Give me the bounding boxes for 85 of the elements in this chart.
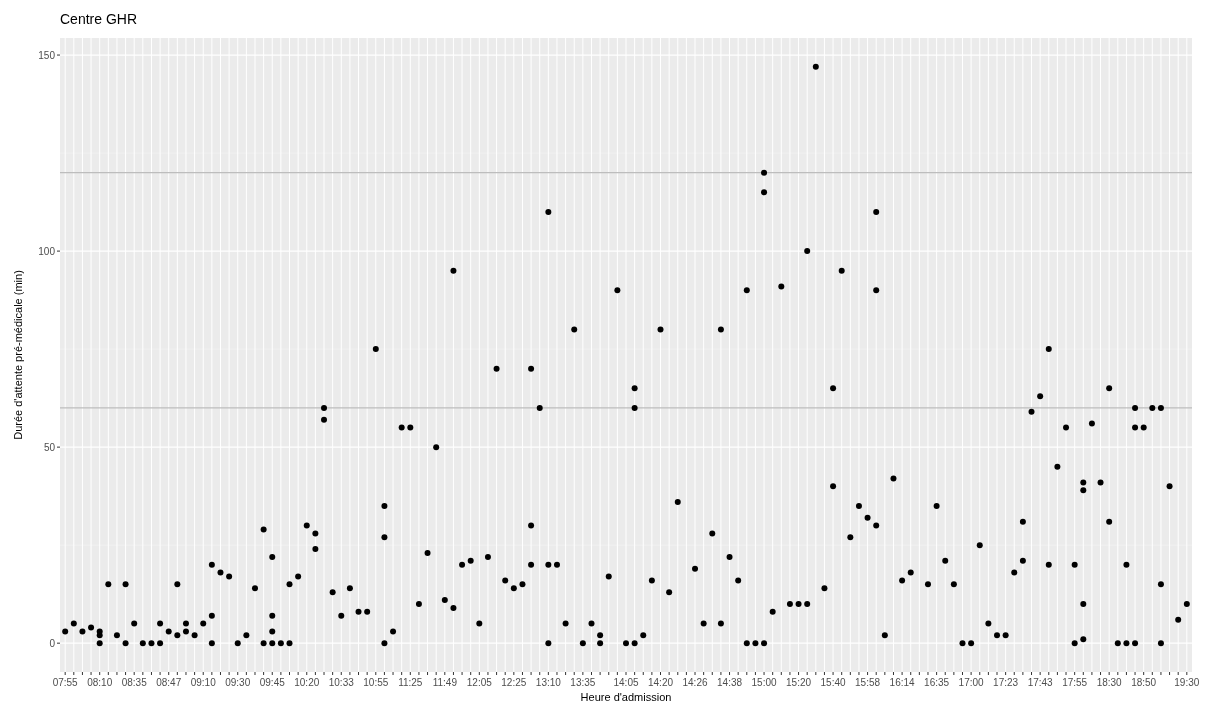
point — [182, 628, 189, 635]
point — [1019, 557, 1026, 564]
x-tick-label: 17:55 — [1062, 677, 1088, 688]
y-tick-label: 100 — [38, 245, 56, 257]
point — [830, 483, 837, 490]
x-tick-label: 11:25 — [398, 677, 423, 688]
point — [1157, 640, 1164, 647]
point — [174, 632, 181, 639]
x-tick-label: 10:20 — [294, 677, 320, 688]
point — [122, 640, 129, 647]
point — [743, 640, 750, 647]
x-tick-label: 08:47 — [156, 677, 182, 688]
point — [597, 640, 604, 647]
point — [1080, 487, 1087, 494]
y-axis-title: Durée d'attente pré-médicale (min) — [12, 270, 24, 440]
point — [1080, 636, 1087, 643]
x-tick-label: 15:58 — [855, 677, 881, 688]
x-tick-label: 10:33 — [328, 677, 355, 688]
x-tick-label: 17:00 — [958, 677, 985, 688]
point — [631, 640, 638, 647]
x-tick-label: 12:05 — [466, 677, 493, 688]
point — [321, 416, 328, 423]
point — [1106, 518, 1113, 525]
point — [96, 632, 103, 639]
point — [545, 561, 552, 568]
point — [1157, 581, 1164, 588]
x-tick-label: 17:23 — [993, 677, 1019, 688]
point — [1132, 640, 1139, 647]
x-tick-label: 13:10 — [535, 677, 562, 688]
point — [873, 287, 880, 294]
x-tick-label: 13:35 — [570, 677, 596, 688]
point — [1080, 600, 1087, 607]
x-tick-label: 14:20 — [648, 677, 674, 688]
point — [157, 640, 164, 647]
point — [761, 640, 768, 647]
point — [528, 561, 535, 568]
x-axis-title: Heure d'admission — [580, 691, 672, 703]
point — [545, 640, 552, 647]
point — [269, 628, 276, 635]
point — [450, 604, 457, 611]
x-tick-label: 15:00 — [751, 677, 777, 688]
y-tick-label: 50 — [43, 441, 56, 453]
y-tick-label: 150 — [38, 49, 56, 61]
point — [208, 640, 215, 647]
x-tick-label: 09:45 — [259, 677, 286, 688]
x-tick-label: 16:14 — [889, 677, 916, 688]
point — [1045, 561, 1052, 568]
x-tick-label: 17:43 — [1027, 677, 1054, 688]
x-tick-label: 08:35 — [121, 677, 148, 688]
x-tick-label: 14:05 — [613, 677, 639, 688]
x-tick-label: 16:35 — [924, 677, 950, 688]
point — [286, 640, 293, 647]
x-tick-label: 15:20 — [786, 677, 812, 688]
point — [1123, 640, 1130, 647]
point — [208, 612, 215, 619]
point — [260, 640, 267, 647]
point — [1132, 424, 1139, 431]
x-tick-label: 10:55 — [363, 677, 389, 688]
chart-title: Centre GHR — [60, 11, 138, 27]
x-tick-label: 09:10 — [190, 677, 217, 688]
x-tick-label: 11:49 — [432, 677, 458, 688]
point — [717, 620, 724, 627]
point — [804, 600, 811, 607]
x-tick-label: 14:26 — [682, 677, 708, 688]
x-tick-label: 19:30 — [1174, 677, 1200, 688]
x-tick-label: 12:25 — [501, 677, 527, 688]
point — [269, 612, 276, 619]
point — [528, 522, 535, 529]
point — [312, 546, 319, 553]
point — [761, 189, 768, 196]
x-tick-label: 18:50 — [1131, 677, 1157, 688]
x-tick-label: 18:30 — [1096, 677, 1123, 688]
point — [96, 640, 103, 647]
x-tick-label: 15:40 — [820, 677, 847, 688]
point — [873, 522, 880, 529]
x-tick-label: 08:10 — [87, 677, 113, 688]
point — [381, 640, 388, 647]
point — [631, 404, 638, 411]
x-tick-label: 07:55 — [52, 677, 79, 688]
point — [381, 534, 388, 541]
y-tick-label: 0 — [49, 637, 56, 649]
point — [269, 640, 276, 647]
x-tick-label: 09:30 — [225, 677, 251, 688]
point — [1071, 640, 1078, 647]
x-tick-label: 14:38 — [717, 677, 743, 688]
